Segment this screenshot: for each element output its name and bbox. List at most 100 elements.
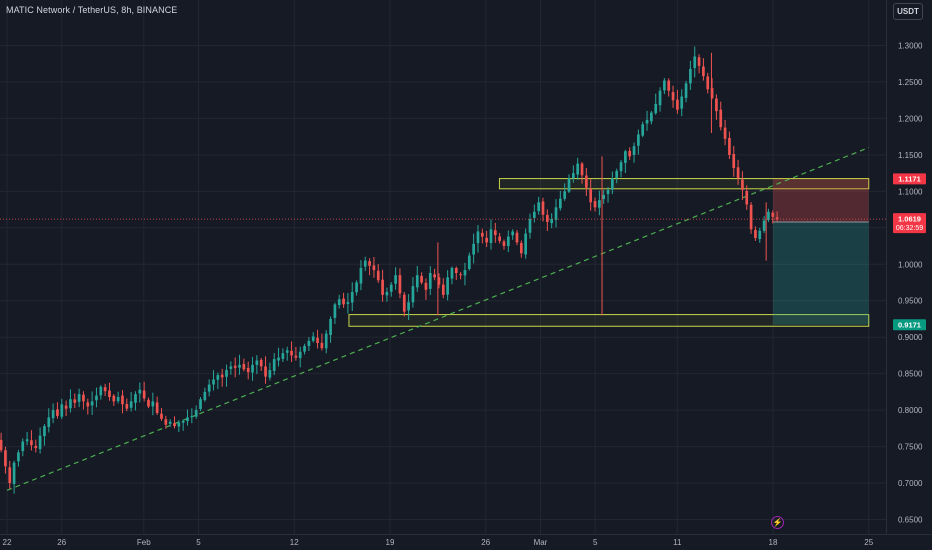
candle-body (350, 291, 354, 303)
candle-body (398, 275, 402, 294)
candle (186, 409, 189, 426)
candle-body (697, 57, 701, 66)
candle-body (728, 137, 731, 155)
lightning-icon[interactable]: ⚡ (771, 516, 784, 529)
take-profit-area[interactable] (773, 221, 869, 325)
candle-body (463, 270, 467, 276)
candle-body (168, 421, 172, 424)
candle-body (389, 284, 393, 292)
candle-body (402, 294, 406, 312)
price-tick-label: 1.1000 (898, 187, 923, 196)
candle-body (771, 212, 775, 217)
candle-body (706, 76, 710, 90)
candle (233, 357, 237, 378)
candle-body (246, 367, 250, 373)
candle-body (255, 360, 259, 365)
candle (619, 159, 623, 178)
candle (428, 266, 432, 296)
price-tick-label: 1.0000 (898, 260, 923, 269)
candle (450, 266, 454, 285)
current-price-text: 1.0619 (898, 215, 921, 224)
candle (585, 167, 588, 196)
candle-body (671, 92, 675, 101)
candle-body (598, 200, 601, 208)
candle-body (359, 267, 363, 284)
candle-body (368, 261, 371, 266)
candle (246, 361, 250, 380)
candle-body (676, 99, 679, 110)
candle-body (454, 268, 458, 274)
candle-body (177, 422, 181, 427)
stop-loss-area[interactable] (773, 178, 869, 222)
candle-body (558, 198, 562, 209)
candle (754, 226, 757, 241)
candle-body (8, 467, 12, 484)
candle (576, 157, 580, 180)
candle-body (650, 112, 653, 122)
candle (554, 199, 558, 228)
candle (563, 183, 567, 201)
candle-body (47, 417, 51, 427)
candle-body (264, 366, 267, 377)
candle-body (545, 214, 549, 222)
candle-body (576, 163, 580, 175)
candle (728, 131, 731, 159)
candle (73, 393, 77, 409)
stop-price-tag: 1.1171 (893, 173, 926, 185)
candle-body (637, 134, 640, 146)
candle (116, 391, 120, 404)
candle (606, 186, 610, 203)
candle (467, 252, 471, 271)
candle-body (511, 231, 514, 236)
current-price-tag-bg (893, 213, 926, 234)
candle (446, 270, 449, 301)
candle-body (715, 98, 718, 112)
candle-body (190, 415, 194, 417)
candle (47, 408, 51, 433)
candle (389, 282, 393, 297)
candle-body (732, 153, 736, 169)
candle-body (307, 340, 311, 346)
candle-body (693, 56, 697, 69)
candle-body (736, 167, 740, 179)
candle (220, 368, 224, 387)
zones-layer (348, 178, 870, 327)
time-tick-label: 25 (864, 538, 873, 547)
candle (38, 427, 42, 454)
candle (532, 204, 536, 223)
candle-body (64, 405, 68, 409)
candle (307, 337, 311, 351)
short-position-tool[interactable] (773, 178, 869, 325)
currency-button[interactable]: USDT (893, 3, 923, 20)
candle (502, 239, 506, 250)
candle-body (121, 395, 124, 405)
candle (350, 282, 354, 312)
candle-body (242, 363, 246, 370)
candle-body (272, 359, 276, 371)
candle-body (506, 236, 510, 247)
candle (424, 278, 428, 300)
candle-body (186, 417, 189, 422)
candle (663, 78, 666, 95)
candle (732, 145, 736, 177)
candle (264, 356, 267, 384)
candle-body (615, 170, 619, 178)
candle (194, 405, 198, 419)
candle (303, 343, 306, 355)
candle-body (337, 299, 341, 306)
candle (142, 381, 146, 402)
candle-body (689, 68, 692, 84)
candle (433, 268, 436, 281)
candle-body (173, 423, 176, 427)
candle (207, 379, 211, 397)
target-price-tag-bg (893, 319, 926, 331)
candle-body (567, 178, 571, 192)
price-tick-label: 1.2000 (898, 114, 923, 123)
candle-body (554, 207, 558, 220)
candle-body (281, 353, 285, 359)
candle-body (207, 384, 211, 392)
